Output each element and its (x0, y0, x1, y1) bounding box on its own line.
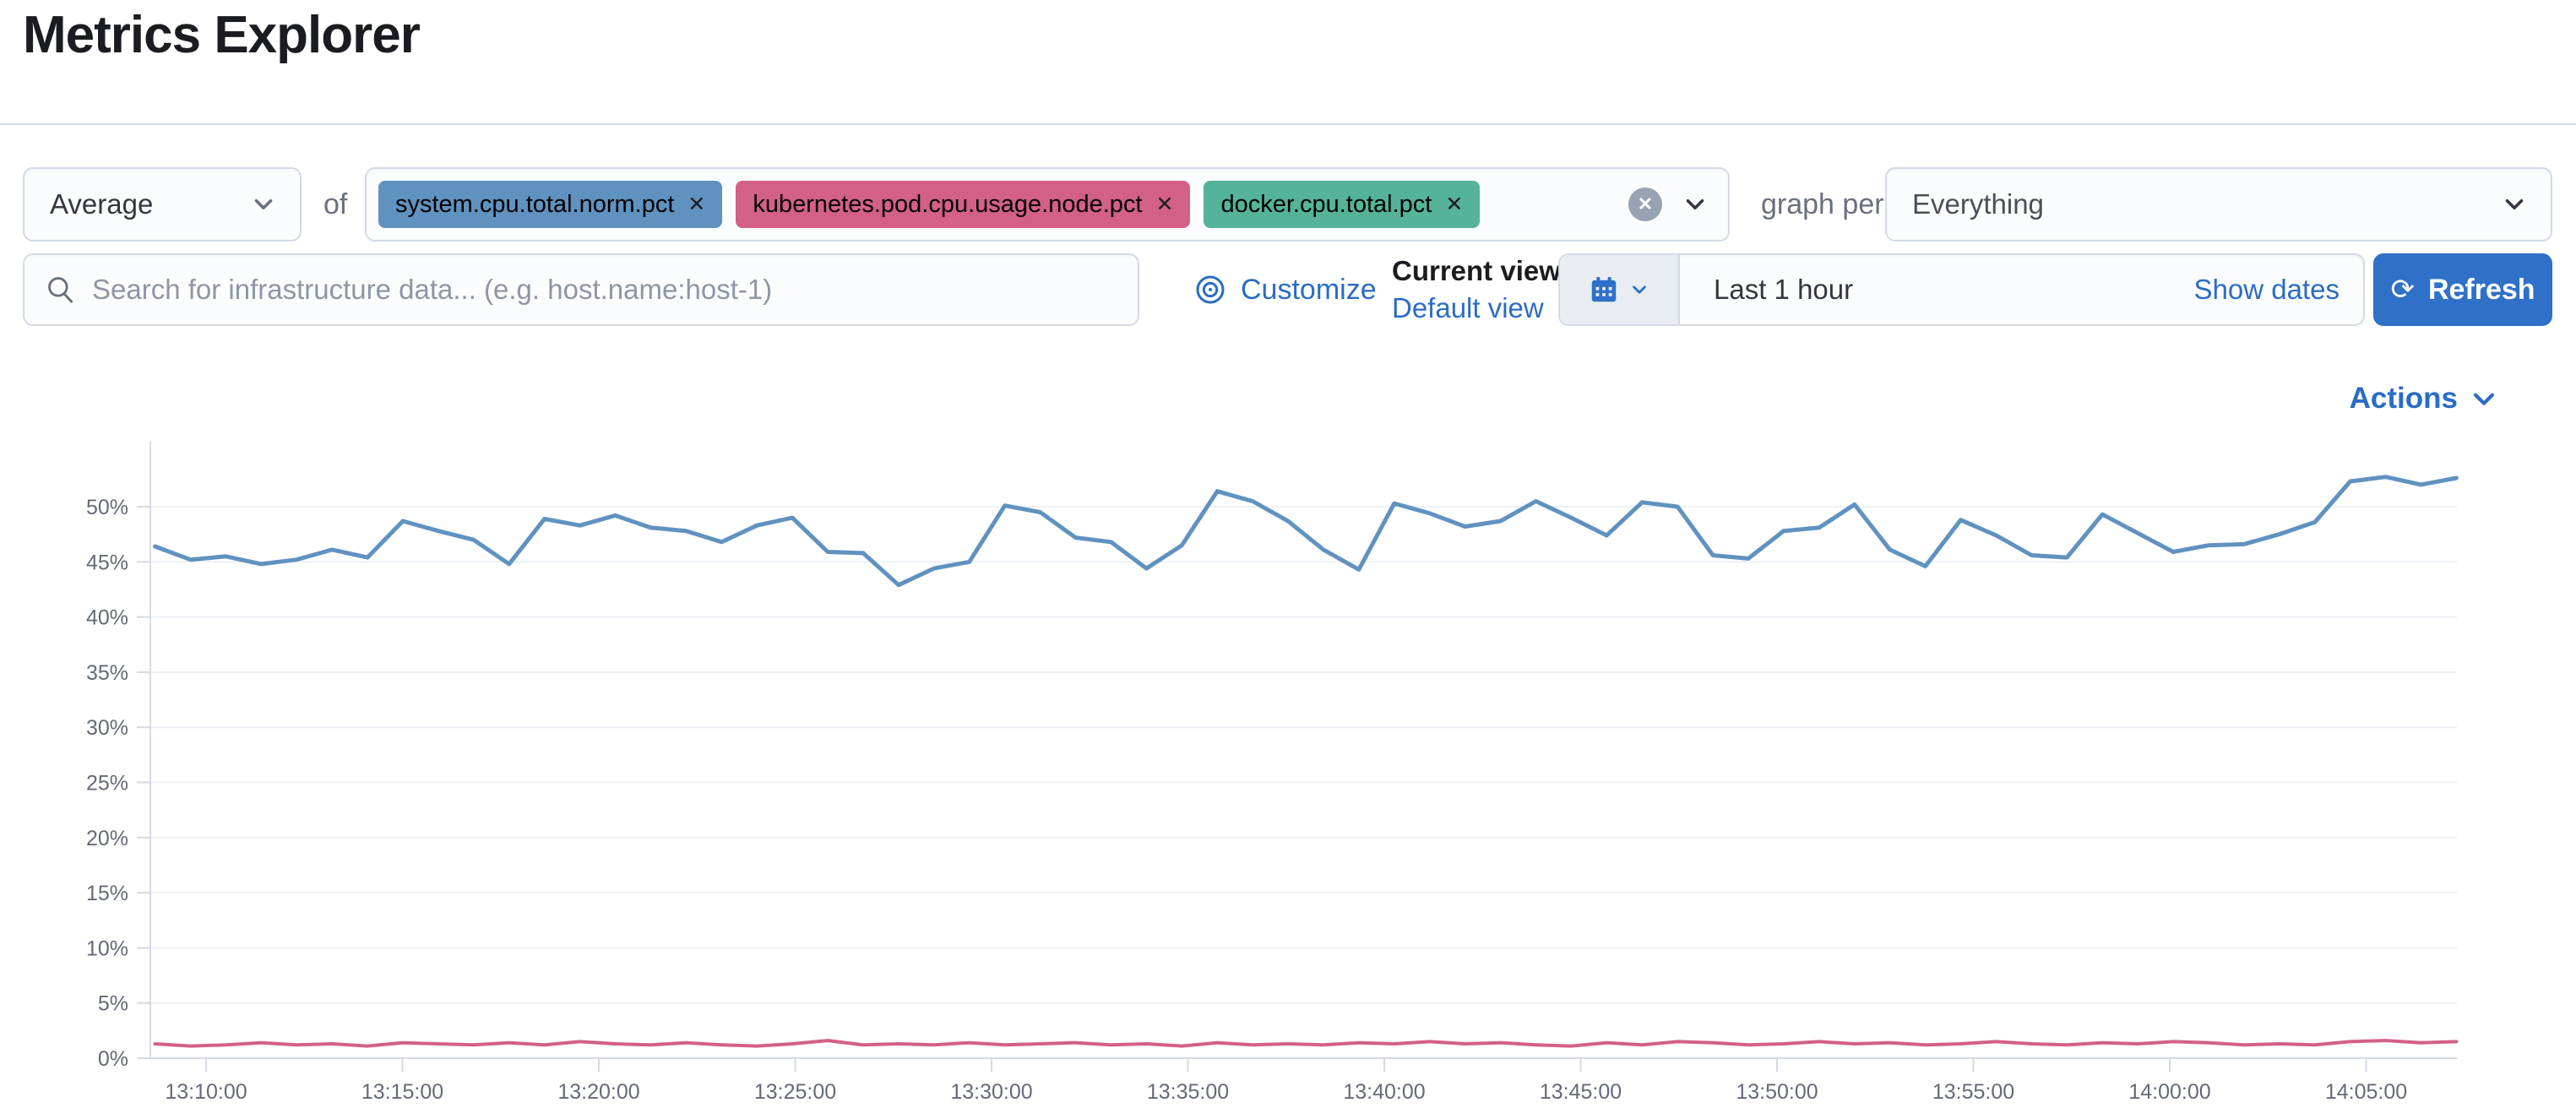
svg-text:13:30:00: 13:30:00 (950, 1080, 1032, 1104)
date-picker-quick-menu[interactable] (1560, 255, 1680, 324)
date-picker[interactable]: Last 1 hour Show dates (1558, 253, 2365, 326)
graph-per-label: graph per (1761, 187, 1884, 220)
svg-text:35%: 35% (86, 661, 128, 685)
actions-menu-button[interactable]: Actions (2350, 382, 2498, 416)
of-label: of (323, 187, 348, 220)
header-divider (0, 123, 2576, 125)
search-toolbar-row: Customize Current view Default view La (0, 253, 2576, 329)
axis-labels: 0% 5% 10% 15% 20% 25% 30% 35% 40% 45% 50% 13:10:00 1… (86, 496, 2407, 1104)
metric-badge[interactable]: docker.cpu.total.pct ✕ (1204, 181, 1481, 228)
metric-badge-label: docker.cpu.total.pct (1220, 190, 1432, 218)
show-dates-link[interactable]: Show dates (2193, 274, 2340, 305)
series-line-0 (153, 475, 2459, 588)
axis-ticks (137, 506, 2367, 1072)
search-box[interactable] (23, 253, 1139, 326)
metric-badge-label: system.cpu.total.norm.pct (395, 190, 675, 218)
remove-metric-icon[interactable]: ✕ (687, 193, 706, 216)
svg-text:13:20:00: 13:20:00 (557, 1080, 639, 1104)
chevron-down-icon[interactable] (1681, 190, 1709, 219)
svg-text:14:05:00: 14:05:00 (2325, 1080, 2407, 1104)
svg-text:13:55:00: 13:55:00 (1932, 1080, 2014, 1104)
svg-text:50%: 50% (86, 496, 128, 519)
clear-metrics-button[interactable]: ✕ (1628, 187, 1662, 221)
metric-badge[interactable]: system.cpu.total.norm.pct ✕ (378, 181, 723, 228)
group-by-select[interactable]: Everything (1885, 167, 2552, 242)
metric-badge-label: kubernetes.pod.cpu.usage.node.pct (753, 190, 1143, 218)
svg-text:13:10:00: 13:10:00 (165, 1080, 247, 1104)
chevron-down-icon (2505, 198, 2524, 210)
refresh-icon: ⟳ (2390, 273, 2415, 307)
svg-text:15%: 15% (86, 882, 128, 905)
svg-text:45%: 45% (86, 551, 128, 574)
svg-text:25%: 25% (86, 772, 128, 796)
chevron-down-icon (254, 198, 273, 210)
y-gridlines (150, 506, 2457, 1004)
svg-text:13:45:00: 13:45:00 (1540, 1080, 1622, 1104)
customize-label: Customize (1241, 273, 1377, 306)
line-chart-svg: 0% 5% 10% 15% 20% 25% 30% 35% 40% 45% 50% 13:10:00 1… (86, 441, 2459, 1104)
svg-text:10%: 10% (86, 937, 128, 960)
time-range-value[interactable]: Last 1 hour (1714, 274, 1854, 305)
svg-text:13:50:00: 13:50:00 (1736, 1080, 1818, 1104)
svg-text:13:25:00: 13:25:00 (754, 1080, 836, 1104)
axis-spines (149, 441, 2457, 1059)
chevron-down-icon (1633, 285, 1646, 294)
refresh-button[interactable]: ⟳ Refresh (2373, 253, 2552, 326)
metric-controls-row: Average of system.cpu.total.norm.pct ✕ kub… (0, 167, 2576, 242)
page-title: Metrics Explorer (23, 6, 421, 64)
series-line-1 (153, 1039, 2459, 1048)
group-by-value: Everything (1912, 188, 2044, 220)
remove-metric-icon[interactable]: ✕ (1155, 193, 1174, 216)
actions-label: Actions (2349, 382, 2458, 415)
svg-text:0%: 0% (98, 1047, 128, 1071)
search-icon (48, 277, 73, 303)
calendar-icon (1591, 276, 1617, 302)
customize-eye-icon (1196, 275, 1225, 304)
refresh-label: Refresh (2427, 273, 2535, 306)
metric-badges: system.cpu.total.norm.pct ✕ kubernetes.pod… (378, 181, 1628, 228)
view-switcher: Current view Default view (1392, 253, 1561, 328)
svg-text:13:40:00: 13:40:00 (1343, 1080, 1425, 1104)
remove-metric-icon[interactable]: ✕ (1445, 193, 1464, 216)
customize-button[interactable]: Customize (1193, 253, 1377, 326)
metric-badge[interactable]: kubernetes.pod.cpu.usage.node.pct ✕ (736, 181, 1191, 228)
current-view-label: Current view (1392, 255, 1561, 286)
metrics-chart: 0% 5% 10% 15% 20% 25% 30% 35% 40% 45% 50% 13:10:00 1… (0, 372, 2576, 1108)
svg-text:13:35:00: 13:35:00 (1147, 1080, 1229, 1104)
search-input[interactable] (92, 274, 1117, 306)
default-view-link[interactable]: Default view (1392, 292, 1544, 323)
clear-icon: ✕ (1637, 193, 1654, 215)
aggregation-value: Average (50, 188, 154, 220)
svg-text:30%: 30% (86, 716, 128, 740)
svg-text:5%: 5% (98, 992, 128, 1016)
chevron-down-icon (2473, 393, 2495, 405)
svg-text:20%: 20% (86, 827, 128, 850)
aggregation-select[interactable]: Average (23, 167, 302, 242)
svg-text:40%: 40% (86, 606, 128, 630)
metrics-combobox[interactable]: system.cpu.total.norm.pct ✕ kubernetes.pod… (365, 167, 1730, 242)
svg-text:13:15:00: 13:15:00 (361, 1080, 443, 1104)
svg-text:14:00:00: 14:00:00 (2128, 1080, 2210, 1104)
